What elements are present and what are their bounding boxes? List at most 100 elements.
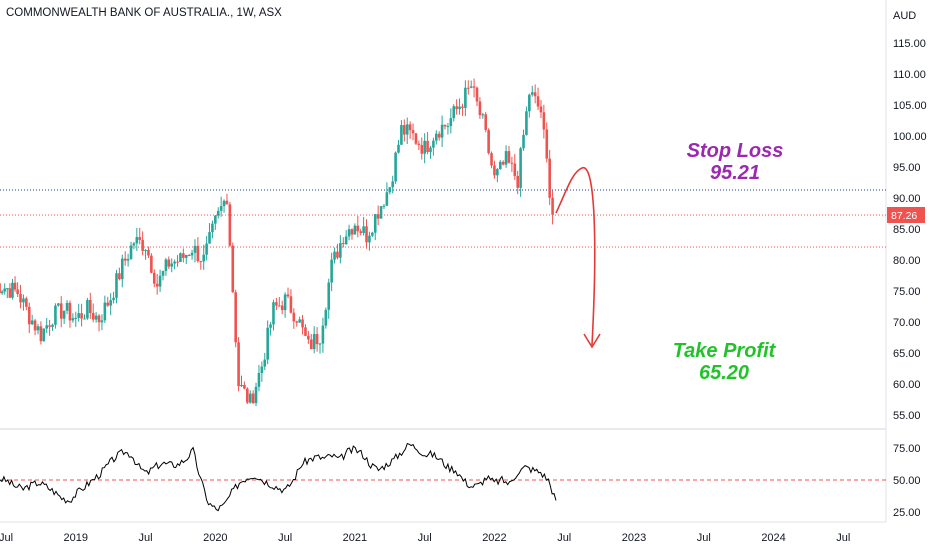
candle-body	[120, 258, 124, 280]
candle-body	[8, 288, 12, 298]
price-tick-label: 105.00	[893, 100, 927, 112]
candle-body	[118, 273, 121, 280]
time-tick-label: 2023	[622, 532, 646, 544]
candle-body	[461, 106, 464, 108]
price-tick-label: 110.00	[893, 69, 926, 81]
candle-body	[449, 118, 453, 127]
candle-body	[339, 243, 342, 258]
candle-body	[164, 259, 168, 272]
candle-body	[275, 302, 278, 306]
candle-body	[13, 282, 17, 290]
candle-body	[379, 206, 383, 219]
candle-body	[330, 259, 333, 283]
candle-body	[97, 315, 101, 323]
candle-body	[498, 161, 502, 170]
candle-body	[51, 324, 54, 327]
candle-body	[228, 204, 232, 246]
candle-body	[356, 225, 360, 232]
candle-body	[487, 129, 490, 154]
candle-body	[182, 253, 185, 258]
candle-body	[464, 87, 467, 108]
candle-body	[350, 229, 354, 235]
candle-body	[318, 343, 322, 345]
candle-body	[432, 140, 435, 148]
candle-body	[199, 261, 203, 263]
candle-body	[490, 153, 493, 166]
time-tick-label: 2024	[761, 532, 785, 544]
candle-body	[150, 255, 153, 273]
candle-body	[501, 161, 505, 165]
candle-body	[103, 302, 107, 321]
candle-body	[292, 312, 296, 322]
candle-body	[411, 130, 415, 134]
candle-body	[321, 325, 325, 344]
candle-body	[536, 96, 540, 107]
rsi-tick-label: 75.00	[893, 443, 921, 455]
candle-body	[373, 214, 377, 233]
candle-body	[359, 231, 363, 234]
forecast-arrowhead	[583, 333, 601, 349]
candle-body	[519, 148, 522, 188]
candle-body	[126, 259, 130, 261]
candle-body	[68, 302, 72, 321]
candle-body	[548, 158, 551, 198]
candle-body	[304, 327, 307, 336]
candle-body	[376, 214, 380, 219]
candle-body	[347, 229, 351, 237]
candle-body	[263, 359, 267, 367]
last-price-label: 87.26	[891, 210, 917, 222]
price-tick-label: 55.00	[893, 410, 921, 422]
candle-body	[109, 300, 112, 306]
candle-body	[417, 143, 421, 145]
candle-body	[147, 249, 150, 256]
candle-body	[173, 261, 176, 264]
candle-body	[368, 235, 371, 243]
candle-body	[152, 272, 156, 284]
candle-body	[551, 197, 554, 215]
candle-body	[187, 255, 191, 257]
candle-body	[493, 165, 496, 176]
forecast-arrow	[555, 167, 596, 346]
candle-body	[161, 271, 165, 276]
candle-body	[59, 303, 63, 319]
candle-body	[344, 236, 348, 245]
price-tick-label: 90.00	[893, 193, 921, 205]
candle-body	[33, 320, 37, 331]
time-tick-label: Jul	[418, 532, 432, 544]
candle-body	[57, 303, 60, 306]
candle-body	[30, 320, 34, 325]
candle-body	[25, 298, 28, 307]
candle-body	[54, 305, 57, 325]
candle-body	[481, 114, 485, 116]
candle-body	[388, 187, 392, 193]
candle-body	[205, 243, 208, 255]
candle-body	[266, 327, 269, 360]
candle-body	[507, 151, 511, 163]
candle-body	[496, 169, 499, 176]
price-tick-label: 115.00	[893, 38, 926, 50]
candle-body	[123, 258, 127, 261]
candle-body	[336, 251, 339, 258]
stop-loss-annotation: Stop Loss 95.21	[660, 140, 810, 184]
candle-body	[371, 232, 374, 236]
candle-body	[458, 106, 461, 110]
candle-body	[443, 124, 447, 127]
candle-body	[301, 319, 304, 328]
candle-body	[211, 223, 214, 233]
candle-body	[80, 313, 83, 319]
candle-body	[327, 282, 331, 310]
time-tick-label: Jul	[139, 532, 153, 544]
candle-body	[437, 133, 441, 138]
candle-body	[469, 86, 473, 88]
candle-body	[394, 152, 397, 182]
candle-body	[219, 206, 223, 211]
time-tick-label: Jul	[557, 532, 571, 544]
candle-body	[190, 252, 194, 256]
price-tick-label: 95.00	[893, 162, 921, 174]
candle-body	[516, 175, 520, 188]
candle-body	[214, 215, 217, 224]
candle-body	[237, 342, 240, 387]
candle-body	[414, 133, 418, 144]
candle-body	[298, 319, 301, 323]
price-tick-label: 70.00	[893, 317, 921, 329]
